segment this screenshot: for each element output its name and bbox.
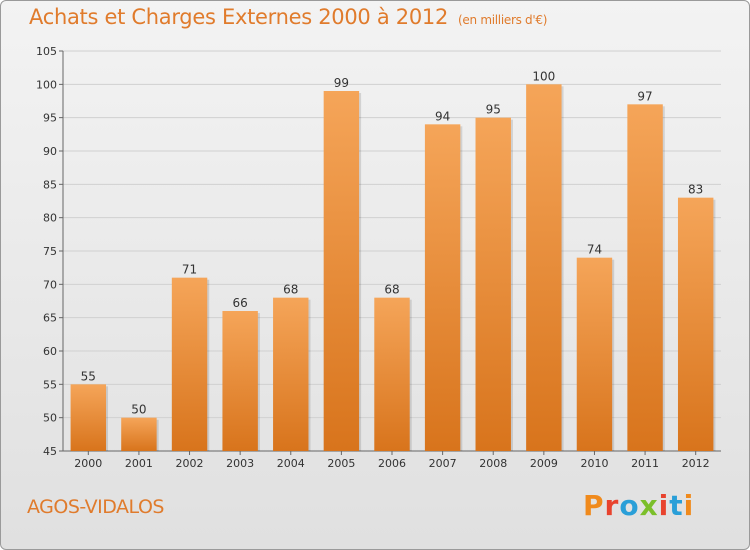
- data-label: 83: [688, 183, 703, 197]
- y-tick-label: 60: [43, 345, 57, 358]
- data-label: 50: [131, 403, 146, 417]
- y-tick-label: 90: [43, 145, 57, 158]
- data-label: 94: [435, 109, 450, 123]
- chart-title: Achats et Charges Externes 2000 à 2012 (e…: [29, 5, 547, 29]
- x-tick-label: 2011: [631, 457, 659, 470]
- logo-letter: r: [604, 489, 620, 522]
- data-label: 74: [587, 243, 602, 257]
- x-tick-label: 2000: [74, 457, 102, 470]
- y-tick-label: 75: [43, 245, 57, 258]
- x-tick-label: 2012: [682, 457, 710, 470]
- bar: [475, 117, 511, 452]
- data-label: 97: [637, 89, 652, 103]
- data-label: 100: [532, 69, 555, 83]
- x-tick-label: 2001: [125, 457, 153, 470]
- bar: [323, 91, 360, 451]
- data-label: 68: [384, 283, 399, 297]
- logo-letter: o: [619, 489, 640, 522]
- logo-letter: P: [583, 489, 605, 522]
- y-tick-label: 65: [43, 312, 57, 325]
- y-tick-label: 105: [36, 45, 57, 58]
- logo-letter: i: [658, 489, 670, 522]
- x-tick-label: 2007: [429, 457, 457, 470]
- bar: [576, 257, 613, 451]
- x-tick-label: 2003: [226, 457, 254, 470]
- x-tick-label: 2004: [277, 457, 305, 470]
- bar: [627, 104, 663, 451]
- y-tick-label: 55: [43, 378, 57, 391]
- proxiti-logo[interactable]: Proxiti: [583, 489, 694, 522]
- logo-letter: i: [683, 489, 695, 522]
- x-tick-label: 2010: [580, 457, 608, 470]
- x-tick-label: 2008: [479, 457, 507, 470]
- data-label: 66: [233, 296, 248, 310]
- y-tick-label: 50: [43, 412, 57, 425]
- bar: [222, 311, 258, 451]
- bar: [526, 84, 562, 451]
- chart-subtitle: (en milliers d'€): [458, 13, 548, 27]
- y-tick-label: 70: [43, 278, 57, 291]
- commune-name: AGOS-VIDALOS: [27, 496, 164, 518]
- bar: [424, 124, 461, 451]
- logo-letter: x: [639, 489, 659, 522]
- data-label: 99: [334, 76, 349, 90]
- bar: [677, 197, 714, 451]
- data-label: 68: [283, 283, 298, 297]
- x-tick-label: 2002: [176, 457, 204, 470]
- data-label: 71: [182, 263, 197, 277]
- y-tick-label: 85: [43, 178, 57, 191]
- bar: [374, 297, 410, 451]
- x-tick-label: 2006: [378, 457, 406, 470]
- data-label: 95: [486, 103, 501, 117]
- bar: [273, 297, 309, 451]
- chart-title-text: Achats et Charges Externes 2000 à 2012: [29, 5, 449, 29]
- data-label: 55: [81, 369, 96, 383]
- logo-letter: t: [669, 489, 684, 522]
- y-tick-label: 100: [36, 78, 57, 91]
- x-tick-label: 2005: [327, 457, 355, 470]
- bar: [121, 417, 157, 451]
- y-tick-label: 80: [43, 212, 57, 225]
- x-tick-label: 2009: [530, 457, 558, 470]
- y-tick-label: 45: [43, 445, 57, 458]
- bar: [70, 384, 107, 451]
- bar: [171, 277, 208, 451]
- y-tick-label: 95: [43, 112, 57, 125]
